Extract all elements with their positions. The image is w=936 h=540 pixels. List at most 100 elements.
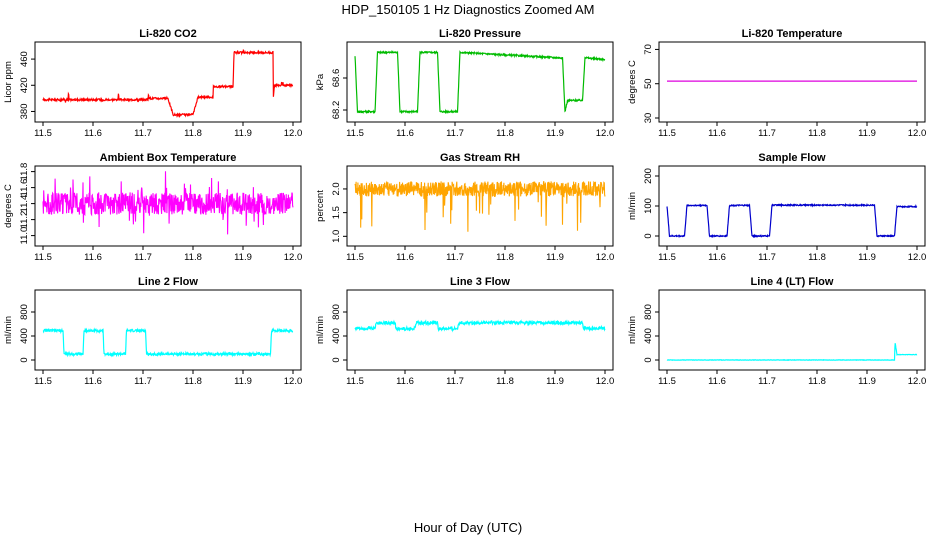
x-tick-label: 11.9 — [858, 376, 876, 387]
x-tick-label: 11.9 — [546, 128, 564, 139]
plot-frame — [346, 289, 614, 371]
y-tick-label: 30 — [643, 113, 654, 124]
series-line — [666, 202, 918, 239]
plot-frame — [34, 165, 302, 247]
panel-line2: Line 2 Flow ml/min 11.5 11.6 11.7 11.8 11.9 12.… — [3, 276, 302, 387]
x-tick-label: 12.0 — [284, 376, 303, 387]
panel-grid: Li-820 CO2 Licor ppm 11.5 11.6 11.7 11.8 11.9 1… — [3, 28, 926, 387]
y-tick-label: 11.4 — [19, 195, 30, 213]
y-tick-label: 1.0 — [331, 230, 342, 243]
series-line — [42, 49, 294, 118]
series-line — [354, 319, 606, 333]
x-tick-label: 11.9 — [858, 128, 876, 139]
x-tick-label: 11.7 — [134, 252, 152, 263]
panel-title: Li-820 Pressure — [439, 28, 521, 40]
panel-title: Line 4 (LT) Flow — [751, 276, 834, 288]
panel-title: Li-820 CO2 — [139, 28, 196, 40]
y-tick-label: 0 — [643, 233, 654, 238]
y-axis-label: ml/min — [627, 316, 638, 344]
y-tick-label: 400 — [331, 328, 342, 344]
x-tick-label: 11.7 — [446, 376, 464, 387]
y-tick-label: 70 — [643, 44, 654, 55]
x-tick-label: 11.7 — [758, 128, 776, 139]
x-tick-label: 11.7 — [134, 376, 152, 387]
y-axis-label: percent — [315, 190, 326, 222]
series-line — [42, 171, 294, 235]
x-tick-label: 11.8 — [496, 376, 514, 387]
x-tick-label: 11.9 — [234, 128, 252, 139]
x-tick-label: 11.5 — [658, 128, 676, 139]
plot-frame — [34, 289, 302, 371]
x-tick-label: 12.0 — [908, 252, 927, 263]
x-tick-label: 11.5 — [34, 128, 52, 139]
panel-title: Ambient Box Temperature — [100, 152, 237, 164]
x-tick-label: 11.6 — [396, 252, 414, 263]
x-tick-label: 12.0 — [596, 376, 615, 387]
y-tick-label: 400 — [19, 328, 30, 344]
y-axis-label: kPa — [315, 73, 326, 90]
plot-frame — [658, 289, 926, 371]
plot-frame — [658, 41, 926, 123]
x-tick-label: 11.8 — [808, 252, 826, 263]
x-tick-label: 11.7 — [446, 128, 464, 139]
x-tick-label: 12.0 — [284, 128, 303, 139]
x-tick-label: 11.7 — [758, 376, 776, 387]
y-tick-label: 100 — [643, 198, 654, 214]
y-tick-label: 68.6 — [331, 69, 342, 88]
x-tick-label: 11.9 — [546, 252, 564, 263]
panel-title: Line 2 Flow — [138, 276, 198, 288]
x-tick-label: 11.6 — [396, 128, 414, 139]
panel-ambient: Ambient Box Temperature degrees C 11.5 11.6… — [3, 152, 302, 263]
x-tick-label: 12.0 — [908, 128, 927, 139]
y-tick-label: 800 — [643, 304, 654, 320]
x-tick-label: 11.6 — [84, 252, 102, 263]
x-tick-label: 11.8 — [184, 252, 202, 263]
figure-x-label: Hour of Day (UTC) — [414, 520, 522, 535]
y-axis-label: ml/min — [627, 192, 638, 220]
panel-pressure: Li-820 Pressure kPa 11.5 11.6 11.7 11.8 11.9 12… — [315, 28, 614, 139]
x-tick-label: 11.8 — [184, 376, 202, 387]
y-tick-label: 420 — [19, 77, 30, 93]
y-axis-label: degrees C — [627, 60, 638, 104]
x-tick-label: 11.6 — [708, 128, 726, 139]
y-tick-label: 2.0 — [331, 182, 342, 195]
y-axis-label: ml/min — [3, 316, 14, 344]
series-line — [42, 327, 294, 358]
x-tick-label: 11.6 — [84, 376, 102, 387]
y-tick-label: 380 — [19, 104, 30, 120]
y-tick-label: 400 — [643, 328, 654, 344]
panel-temperature: Li-820 Temperature degrees C 11.5 11.6 11.7 1… — [627, 28, 926, 139]
panel-line4: Line 4 (LT) Flow ml/min 11.5 11.6 11.7 11.8 11… — [627, 276, 926, 387]
x-tick-label: 11.5 — [658, 376, 676, 387]
series-line — [354, 180, 606, 232]
x-tick-label: 12.0 — [596, 128, 615, 139]
panel-rh: Gas Stream RH percent 11.5 11.6 11.7 11.8 11.9… — [315, 152, 614, 263]
panel-title: Line 3 Flow — [450, 276, 510, 288]
figure-title: HDP_150105 1 Hz Diagnostics Zoomed AM — [342, 2, 595, 17]
x-tick-label: 11.9 — [234, 376, 252, 387]
x-tick-label: 11.7 — [134, 128, 152, 139]
y-tick-label: 0 — [19, 357, 30, 362]
x-tick-label: 12.0 — [596, 252, 615, 263]
x-tick-label: 11.5 — [34, 376, 52, 387]
panel-title: Li-820 Temperature — [742, 28, 843, 40]
y-axis-label: ml/min — [315, 316, 326, 344]
x-tick-label: 11.8 — [808, 376, 826, 387]
y-tick-label: 11.2 — [19, 211, 30, 229]
x-tick-label: 11.7 — [446, 252, 464, 263]
x-tick-label: 11.5 — [346, 252, 364, 263]
plot-frame — [34, 41, 302, 123]
plot-frame — [346, 41, 614, 123]
y-tick-label: 200 — [643, 168, 654, 184]
x-tick-label: 11.7 — [758, 252, 776, 263]
x-tick-label: 11.8 — [184, 128, 202, 139]
y-tick-label: 800 — [331, 304, 342, 320]
series-line — [666, 343, 918, 362]
y-tick-label: 50 — [643, 78, 654, 89]
x-tick-label: 11.9 — [546, 376, 564, 387]
y-tick-label: 11.8 — [19, 163, 30, 181]
x-tick-label: 12.0 — [284, 252, 303, 263]
plot-frame — [346, 165, 614, 247]
x-tick-label: 11.8 — [496, 252, 514, 263]
x-tick-label: 11.5 — [658, 252, 676, 263]
